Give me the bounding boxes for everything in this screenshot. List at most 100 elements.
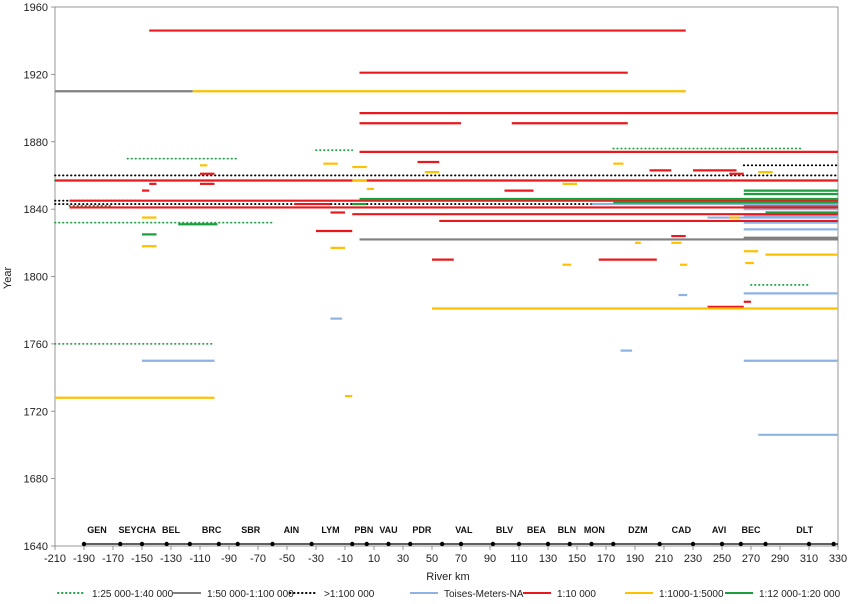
x-tick-label: -130 [160, 553, 182, 565]
site-label: VAU [379, 525, 397, 535]
x-tick-label: 90 [484, 553, 496, 565]
site-marker [364, 541, 369, 547]
x-tick-label: 270 [742, 553, 760, 565]
plot-border [54, 6, 839, 547]
site-label: BLV [496, 525, 513, 535]
site-marker [164, 541, 169, 547]
site-label: BEA [527, 525, 547, 535]
site-marker [831, 541, 836, 547]
x-tick-label: 330 [829, 553, 847, 565]
x-tick-label: 290 [771, 553, 789, 565]
y-tick-label: 1680 [24, 474, 48, 486]
site-label: SBR [241, 525, 261, 535]
site-label: PDR [412, 525, 432, 535]
site-marker [806, 541, 812, 547]
x-tick-label: 230 [684, 553, 702, 565]
site-label: CHA [137, 525, 157, 535]
series-group [142, 189, 838, 236]
site-label: DLT [796, 525, 813, 535]
site-marker [611, 541, 616, 547]
x-tick-label: 70 [455, 553, 467, 565]
x-tick-label: 250 [713, 553, 731, 565]
x-tick-label: 150 [568, 553, 586, 565]
x-tick-label: -150 [131, 553, 153, 565]
site-label: DZM [628, 525, 648, 535]
site-marker [139, 541, 145, 547]
x-tick-label: 30 [397, 553, 409, 565]
y-tick-label: 1920 [24, 69, 48, 81]
site-marker [490, 541, 496, 547]
site-label: PBN [354, 525, 373, 535]
site-marker [690, 541, 696, 547]
x-tick-label: -30 [308, 553, 324, 565]
legend-label: >1:100 000 [324, 589, 375, 600]
site-marker [386, 541, 391, 547]
site-label: BRC [202, 525, 222, 535]
y-tick-label: 1840 [24, 204, 48, 216]
site-label: BEC [741, 525, 761, 535]
plot-area [54, 6, 839, 547]
x-axis-ticks: -210 -190 -170 -150 -130 -110 -90 -70 -50 -30 -10 1… [44, 546, 847, 565]
site-marker [458, 541, 464, 547]
site-marker [763, 541, 768, 547]
y-tick-label: 1720 [24, 406, 48, 418]
legend-label: 1:1000-1:5000 [659, 589, 724, 600]
x-tick-label: -70 [250, 553, 266, 565]
site-marker [187, 541, 193, 547]
legend-label: Toises-Meters-NA [444, 589, 524, 600]
series-group [142, 202, 838, 436]
site-label: LYM [321, 525, 339, 535]
site-label: BLN [558, 525, 577, 535]
site-label: BEL [162, 525, 181, 535]
site-marker [567, 541, 572, 547]
site-marker [719, 541, 725, 547]
x-tick-label: -190 [73, 553, 95, 565]
x-tick-label: -10 [337, 553, 353, 565]
site-marker [738, 541, 744, 547]
x-tick-label: -50 [279, 553, 295, 565]
site-marker [118, 541, 123, 547]
site-marker [589, 541, 594, 547]
site-label: MON [584, 525, 605, 535]
site-marker [439, 541, 445, 547]
series-group [55, 90, 838, 241]
site-marker [309, 541, 314, 547]
series-group [55, 90, 838, 399]
legend-label: 1:10 000 [557, 589, 596, 600]
x-tick-label: -170 [102, 553, 124, 565]
site-label: AVI [712, 525, 726, 535]
x-tick-label: -110 [189, 553, 210, 565]
y-tick-label: 1880 [24, 137, 48, 149]
site-marker [270, 541, 275, 547]
site-marker [81, 541, 87, 547]
y-axis-ticks: 1640 1680 1720 1760 1800 1840 1880 1920 1960 [24, 2, 55, 553]
site-marker [657, 541, 662, 547]
x-tick-label: 50 [426, 553, 438, 565]
series-segments [54, 29, 839, 436]
site-label: VAL [455, 525, 473, 535]
x-tick-label: 170 [597, 553, 615, 565]
y-tick-label: 1640 [24, 541, 48, 553]
site-marker [235, 541, 240, 547]
legend-label: 1:25 000-1:40 000 [92, 589, 174, 600]
y-tick-label: 1800 [24, 272, 48, 284]
legend-label: 1:50 000-1:100 000 [207, 589, 294, 600]
site-axis: GEN SEY CHA BEL BRC SBR AIN LYM PBN VAU PDR VAL BLV B… [81, 525, 838, 547]
x-tick-label: 110 [510, 553, 528, 565]
x-tick-label: 10 [368, 553, 380, 565]
site-label: CAD [672, 525, 692, 535]
site-label: AIN [284, 525, 300, 535]
x-tick-label: 130 [539, 553, 557, 565]
x-axis-title: River km [426, 571, 469, 583]
y-axis-title: Year [2, 267, 14, 290]
site-label: SEY [118, 525, 136, 535]
x-tick-label: 210 [655, 553, 673, 565]
legend: 1:25 000-1:40 000 1:50 000-1:100 000 >1:10… [57, 589, 841, 600]
site-marker [408, 541, 413, 547]
x-tick-label: -210 [44, 553, 66, 565]
series-group [55, 29, 838, 308]
y-tick-label: 1760 [24, 339, 48, 351]
site-label: GEN [87, 525, 107, 535]
x-tick-label: -90 [221, 553, 237, 565]
